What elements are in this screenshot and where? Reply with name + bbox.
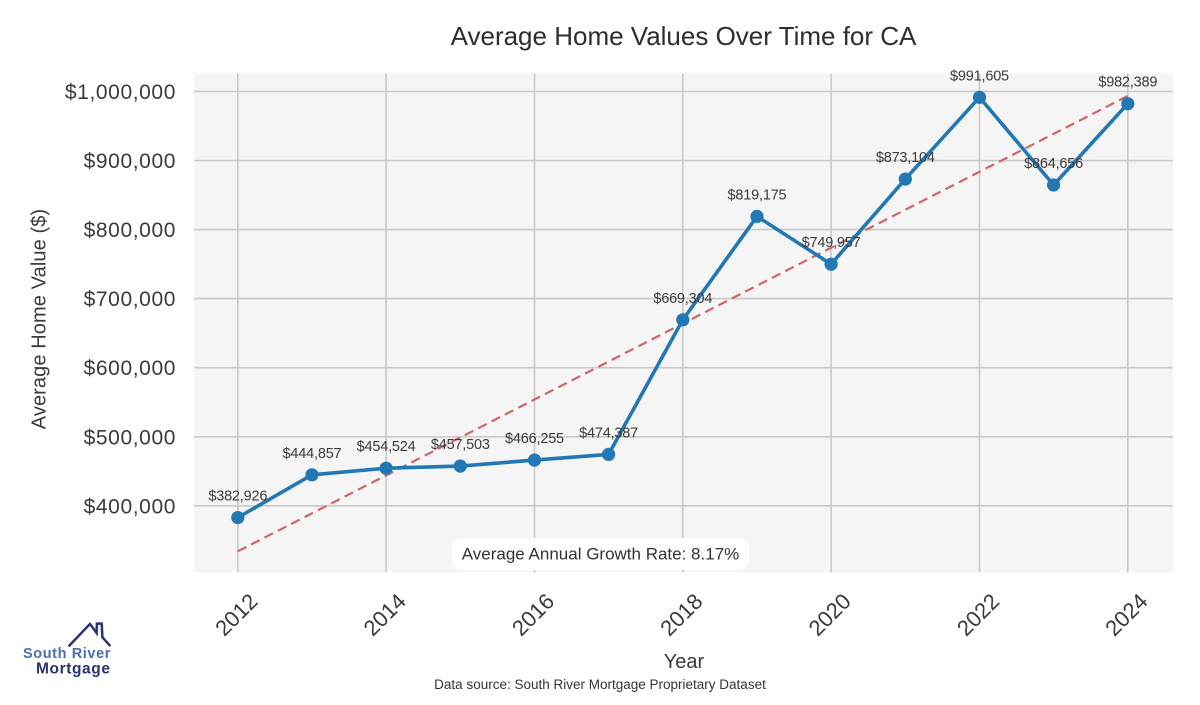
svg-text:$444,857: $444,857 <box>283 446 342 462</box>
svg-text:Average Home Value ($): Average Home Value ($) <box>29 209 51 429</box>
svg-text:Mortgage: Mortgage <box>36 661 111 678</box>
svg-text:$900,000: $900,000 <box>84 150 176 173</box>
svg-text:$991,605: $991,605 <box>950 68 1009 84</box>
svg-text:2018: 2018 <box>655 589 707 641</box>
svg-text:2022: 2022 <box>952 589 1004 641</box>
svg-text:$500,000: $500,000 <box>84 426 176 449</box>
svg-text:$1,000,000: $1,000,000 <box>65 81 176 104</box>
svg-text:2020: 2020 <box>804 589 856 641</box>
svg-text:$600,000: $600,000 <box>84 357 176 380</box>
svg-text:Year: Year <box>664 651 705 673</box>
svg-text:$457,503: $457,503 <box>431 437 490 453</box>
svg-text:$800,000: $800,000 <box>84 219 176 242</box>
svg-text:South River: South River <box>23 646 111 662</box>
svg-text:$982,389: $982,389 <box>1098 75 1157 91</box>
svg-text:$749,957: $749,957 <box>802 235 861 251</box>
svg-text:$382,926: $382,926 <box>208 489 267 505</box>
svg-text:2016: 2016 <box>507 589 559 641</box>
svg-text:$454,524: $454,524 <box>357 439 416 455</box>
svg-text:$669,304: $669,304 <box>653 291 712 307</box>
svg-text:$400,000: $400,000 <box>84 495 176 518</box>
svg-text:$466,255: $466,255 <box>505 431 564 447</box>
svg-text:Data source: South River Mortg: Data source: South River Mortgage Propri… <box>434 677 766 692</box>
svg-text:2012: 2012 <box>210 589 262 641</box>
svg-text:$474,387: $474,387 <box>579 425 638 441</box>
svg-text:Average Annual Growth Rate: 8.: Average Annual Growth Rate: 8.17% <box>462 545 740 564</box>
svg-text:2014: 2014 <box>359 589 411 641</box>
svg-text:$819,175: $819,175 <box>728 187 787 203</box>
svg-text:$700,000: $700,000 <box>84 288 176 311</box>
svg-text:$873,104: $873,104 <box>876 150 935 166</box>
svg-text:Average Home Values Over Time: Average Home Values Over Time for CA <box>451 21 917 51</box>
svg-text:2024: 2024 <box>1100 589 1152 641</box>
svg-text:$864,656: $864,656 <box>1024 156 1083 172</box>
